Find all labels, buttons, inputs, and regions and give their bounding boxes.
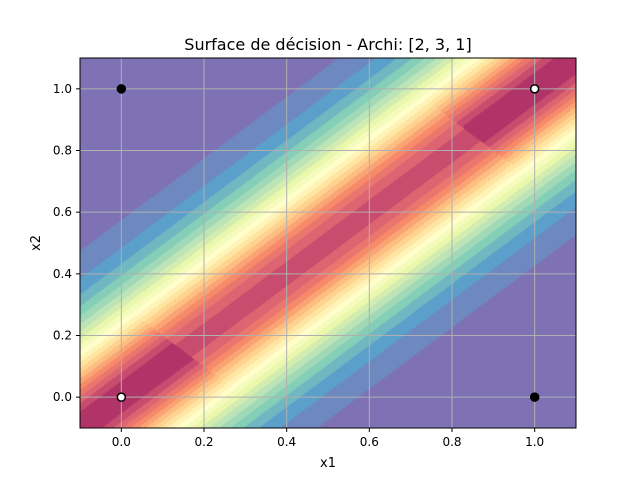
chart-title: Surface de décision - Archi: [2, 3, 1]: [184, 35, 471, 54]
y-tick-label: 0.0: [53, 390, 72, 404]
x-tick-label: 0.2: [194, 435, 213, 449]
data-point: [529, 84, 540, 94]
x-tick-label: 0.6: [360, 435, 379, 449]
y-tick-label: 1.0: [53, 82, 72, 96]
data-point: [116, 392, 127, 402]
grid-lines: [80, 58, 576, 428]
plot-frame: [79, 57, 577, 429]
decision-surface: [80, 58, 576, 428]
data-points: [116, 84, 540, 402]
y-axis-label: x2: [29, 235, 44, 251]
x-tick-label: 1.0: [525, 435, 544, 449]
x-tick-label: 0.8: [442, 435, 461, 449]
y-tick-label: 0.8: [53, 144, 72, 158]
y-tick-label: 0.6: [53, 205, 72, 219]
x-axis-ticks: 0.0 0.2 0.4 0.6 0.8 1.0: [112, 428, 544, 449]
y-axis-ticks: 0.0 0.2 0.4 0.6 0.8 1.0: [53, 82, 80, 404]
x-axis-label: x1: [320, 456, 336, 471]
y-tick-label: 0.2: [53, 329, 72, 343]
x-tick-label: 0.4: [277, 435, 296, 449]
surface-image: [80, 58, 576, 428]
x-tick-label: 0.0: [112, 435, 131, 449]
y-tick-label: 0.4: [53, 267, 72, 281]
data-point: [116, 84, 127, 94]
data-point: [529, 392, 540, 402]
